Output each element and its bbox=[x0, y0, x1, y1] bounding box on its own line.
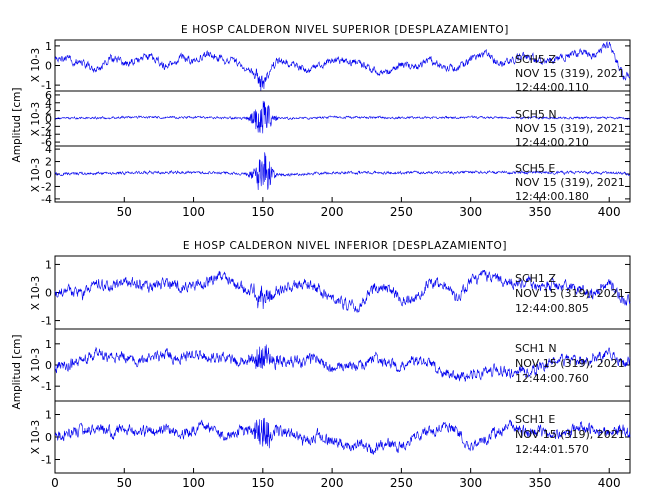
y-tick-label: 6 bbox=[45, 89, 52, 102]
date-label: NOV 15 (319), 2021 bbox=[515, 428, 625, 441]
station-label: SCH1 E bbox=[515, 413, 555, 426]
x-axis-ticks: 0 50 100 150 200 250 300 350 400 bbox=[51, 468, 621, 490]
y-tick-label: -2 bbox=[41, 180, 52, 193]
y-tick-label: -4 bbox=[41, 193, 52, 206]
trace-annotation: SCH5 E NOV 15 (319), 2021 12:44:00.180 bbox=[515, 162, 625, 203]
time-label: 12:44:00.210 bbox=[515, 136, 589, 149]
y-tick-label: 0 bbox=[45, 113, 52, 126]
x-tick-label: 350 bbox=[528, 476, 551, 490]
scale-label: X 10-3 bbox=[30, 348, 42, 382]
time-label: 12:44:00.760 bbox=[515, 372, 589, 385]
y-tick-label: 0 bbox=[45, 287, 52, 300]
x-tick-label: 200 bbox=[321, 205, 344, 219]
y-tick-label: -4 bbox=[41, 128, 52, 141]
trace-sch1-e bbox=[54, 417, 631, 455]
scale-label: X 10-3 bbox=[30, 102, 42, 136]
y-tick-label: 2 bbox=[45, 156, 52, 169]
y-tick-label: -1 bbox=[41, 380, 52, 393]
y-tick-label: -1 bbox=[41, 454, 52, 467]
date-label: NOV 15 (319), 2021 bbox=[515, 287, 625, 300]
y-tick-label: -1 bbox=[41, 79, 52, 92]
panel-sch1-z: -1 0 1 X 10-3 SCH1 Z NOV 15 (319), 2021 12… bbox=[30, 255, 631, 330]
scale-label: X 10-3 bbox=[30, 48, 42, 82]
date-label: NOV 15 (319), 2021 bbox=[515, 67, 625, 80]
y-tick-label: 0 bbox=[45, 168, 52, 181]
date-label: NOV 15 (319), 2021 bbox=[515, 122, 625, 135]
time-label: 12:44:00.180 bbox=[515, 190, 589, 203]
x-tick-label: 100 bbox=[182, 476, 205, 490]
x-tick-label: 200 bbox=[321, 476, 344, 490]
station-label: SCH1 N bbox=[515, 342, 557, 355]
trace-sch1-z bbox=[54, 269, 631, 314]
x-tick-label: 350 bbox=[528, 205, 551, 219]
y-tick-label: -1 bbox=[41, 315, 52, 328]
chart-nivel-inferior: E HOSP CALDERON NIVEL INFERIOR [DESPLAZA… bbox=[11, 240, 631, 490]
scale-label: X 10-3 bbox=[30, 420, 42, 454]
date-label: NOV 15 (319), 2021 bbox=[515, 357, 625, 370]
panel-sch1-e: -1 0 1 X 10-3 SCH1 E NOV 15 (319), 2021 12… bbox=[30, 400, 631, 474]
y-tick-label: 4 bbox=[45, 143, 52, 156]
x-tick-label: 300 bbox=[459, 476, 482, 490]
chart-title: E HOSP CALDERON NIVEL INFERIOR [DESPLAZA… bbox=[183, 240, 507, 252]
y-axis-label: Amplitud [cm] bbox=[11, 88, 23, 163]
y-tick-label: -2 bbox=[41, 120, 52, 133]
y-tick-label: 2 bbox=[45, 105, 52, 118]
y-ticks: -1 0 1 bbox=[41, 40, 630, 92]
y-tick-label: 1 bbox=[45, 338, 52, 351]
y-axis-label: Amplitud [cm] bbox=[11, 335, 23, 410]
chart-nivel-superior: E HOSP CALDERON NIVEL SUPERIOR [DESPLAZA… bbox=[11, 24, 631, 219]
y-tick-label: 0 bbox=[45, 431, 52, 444]
trace-sch5-n bbox=[54, 100, 631, 134]
station-label: SCH5 E bbox=[515, 162, 555, 175]
x-tick-label: 0 bbox=[51, 476, 59, 490]
y-ticks: -1 0 1 bbox=[41, 258, 630, 328]
x-tick-label: 100 bbox=[182, 205, 205, 219]
trace-annotation: SCH1 E NOV 15 (319), 2021 12:44:01.570 bbox=[515, 413, 625, 456]
y-tick-label: -6 bbox=[41, 136, 52, 149]
station-label: SCH5 Z bbox=[515, 53, 556, 66]
time-label: 12:44:01.570 bbox=[515, 443, 589, 456]
y-tick-label: 0 bbox=[45, 359, 52, 372]
scale-label: X 10-3 bbox=[30, 158, 42, 192]
x-tick-label: 150 bbox=[251, 205, 274, 219]
y-tick-label: 1 bbox=[45, 258, 52, 271]
date-label: NOV 15 (319), 2021 bbox=[515, 176, 625, 189]
y-tick-label: 0 bbox=[45, 60, 52, 73]
trace-annotation: SCH1 Z NOV 15 (319), 2021 12:44:00.805 bbox=[515, 272, 625, 315]
trace-sch5-e bbox=[54, 152, 631, 191]
x-tick-label: 250 bbox=[390, 476, 413, 490]
x-tick-label: 300 bbox=[459, 205, 482, 219]
station-label: SCH5 N bbox=[515, 108, 557, 121]
time-label: 12:44:00.110 bbox=[515, 81, 589, 94]
panel-sch1-n: -1 0 1 X 10-3 SCH1 N NOV 15 (319), 2021 12… bbox=[30, 328, 631, 402]
x-tick-label: 50 bbox=[117, 205, 132, 219]
trace-sch1-n bbox=[54, 344, 631, 382]
station-label: SCH1 Z bbox=[515, 272, 556, 285]
y-tick-label: 1 bbox=[45, 409, 52, 422]
chart-title: E HOSP CALDERON NIVEL SUPERIOR [DESPLAZA… bbox=[181, 24, 509, 36]
x-tick-label: 250 bbox=[390, 205, 413, 219]
y-tick-label: 4 bbox=[45, 97, 52, 110]
time-label: 12:44:00.805 bbox=[515, 302, 589, 315]
scale-label: X 10-3 bbox=[30, 276, 42, 310]
x-tick-label: 400 bbox=[598, 205, 621, 219]
x-tick-label: 400 bbox=[598, 476, 621, 490]
x-axis-ticks: 50 100 150 200 250 300 350 400 bbox=[117, 197, 621, 219]
trace-sch5-z bbox=[54, 41, 631, 92]
x-tick-label: 150 bbox=[251, 476, 274, 490]
y-tick-label: 1 bbox=[45, 40, 52, 53]
x-tick-label: 50 bbox=[117, 476, 132, 490]
trace-annotation: SCH1 N NOV 15 (319), 2021 12:44:00.760 bbox=[515, 342, 625, 385]
